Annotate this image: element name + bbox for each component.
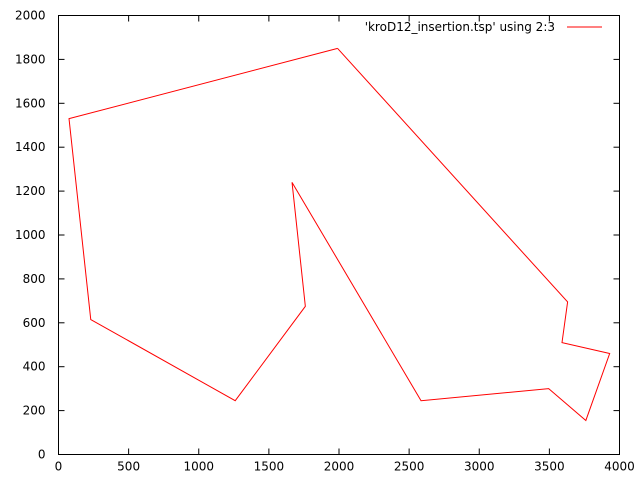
y-tick-label: 800 bbox=[23, 272, 46, 286]
y-tick-label: 1000 bbox=[15, 228, 46, 242]
y-tick-label: 600 bbox=[23, 316, 46, 330]
x-tick-label: 0 bbox=[55, 460, 63, 474]
y-tick-label: 1200 bbox=[15, 184, 46, 198]
legend-label: 'kroD12_insertion.tsp' using 2:3 bbox=[365, 20, 555, 34]
x-tick-label: 2500 bbox=[394, 460, 425, 474]
x-tick-label: 4000 bbox=[604, 460, 635, 474]
x-tick-label: 1000 bbox=[183, 460, 214, 474]
tick-labels: 0 500 1000 1500 2000 2500 3000 3500 4000 0 200 400 6… bbox=[15, 9, 635, 474]
x-tick-label: 1500 bbox=[254, 460, 285, 474]
y-tick-label: 400 bbox=[23, 360, 46, 374]
x-tick-label: 3000 bbox=[464, 460, 495, 474]
x-tick-label: 3500 bbox=[534, 460, 565, 474]
plot-frame bbox=[58, 15, 620, 455]
legend: 'kroD12_insertion.tsp' using 2:3 bbox=[365, 20, 602, 34]
x-tick-label: 500 bbox=[117, 460, 140, 474]
tick-marks bbox=[58, 15, 620, 455]
y-tick-label: 1800 bbox=[15, 52, 46, 66]
y-tick-label: 2000 bbox=[15, 9, 46, 23]
series-layer bbox=[68, 47, 611, 422]
y-tick-label: 0 bbox=[38, 448, 46, 462]
y-tick-label: 200 bbox=[23, 404, 46, 418]
y-tick-label: 1600 bbox=[15, 96, 46, 110]
x-tick-label: 2000 bbox=[324, 460, 355, 474]
series-line bbox=[68, 47, 611, 422]
y-tick-label: 1400 bbox=[15, 140, 46, 154]
